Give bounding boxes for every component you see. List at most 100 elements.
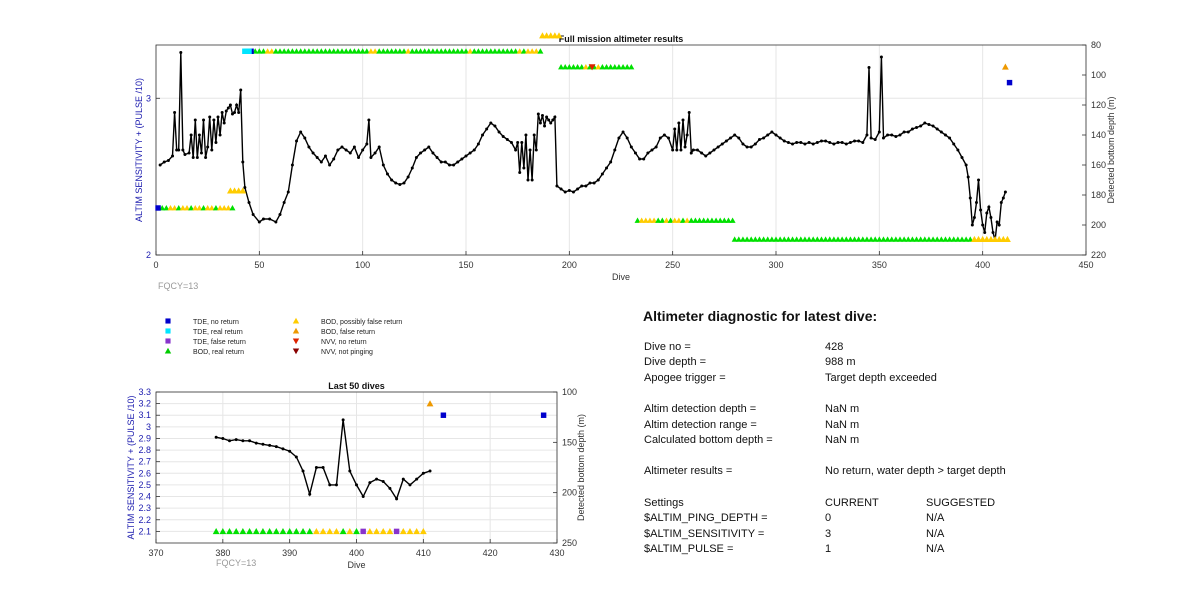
- series-point: [987, 205, 991, 209]
- series-point: [307, 145, 311, 149]
- bod-real-marker: [628, 63, 635, 70]
- series-point: [948, 136, 952, 140]
- series-point: [683, 145, 687, 149]
- series-point: [501, 135, 505, 138]
- diag-label-dive-depth: Dive depth =: [644, 356, 707, 368]
- y-tick-label-right: 250: [562, 538, 577, 548]
- bod-real-marker: [212, 204, 219, 211]
- chart-title: Last 50 dives: [328, 381, 385, 391]
- bod-possibly-false-marker: [529, 48, 536, 54]
- bod-real-marker: [343, 48, 350, 54]
- bod-real-marker: [777, 236, 784, 242]
- bod-possibly-false-marker: [179, 204, 186, 211]
- bod-real-marker: [773, 236, 779, 242]
- series-point: [210, 148, 214, 152]
- bod-real-marker: [246, 527, 253, 535]
- legend-label: NVV, not pinging: [321, 349, 373, 356]
- diag-value-detection-range: NaN m: [825, 419, 860, 431]
- bod-possibly-false-marker: [595, 63, 602, 70]
- series-point: [439, 160, 443, 164]
- series-point: [580, 184, 584, 188]
- bod-real-marker: [293, 48, 300, 54]
- bod-real-marker: [692, 217, 699, 223]
- series-point: [910, 127, 914, 131]
- series-point: [288, 449, 292, 453]
- series-point: [836, 141, 840, 144]
- bod-real-marker: [475, 48, 482, 54]
- bod-real-marker: [299, 527, 307, 535]
- series-point: [505, 138, 509, 141]
- series-point: [431, 151, 435, 155]
- series-point: [689, 151, 693, 155]
- bod-possibly-false-marker: [268, 48, 275, 54]
- series-point: [997, 223, 1001, 227]
- bod-real-marker: [226, 527, 233, 535]
- series-point: [977, 178, 981, 182]
- y-tick-label-left: 2.1: [138, 526, 151, 536]
- full-mission-chart: 0 50 100 150 200 250 300 350 400 450 2 3 80 100 120 140…: [134, 32, 1116, 291]
- y-tick-label-right: 180: [1091, 190, 1106, 200]
- bod-real-marker: [458, 48, 465, 54]
- series-point: [704, 154, 708, 158]
- series-point: [592, 181, 596, 185]
- bod-real-marker: [909, 236, 916, 242]
- y-tick-label-left: 2: [146, 250, 151, 260]
- y-tick-label-left: 3.1: [138, 410, 151, 420]
- bod-possibly-false-marker: [642, 217, 649, 223]
- bod-real-marker: [810, 236, 817, 242]
- bod-real-marker: [872, 236, 879, 242]
- bod-possibly-false-marker: [533, 48, 540, 54]
- series-point: [281, 447, 285, 451]
- series-point: [774, 133, 778, 137]
- bod-real-marker: [558, 63, 565, 70]
- series-point: [224, 109, 228, 113]
- series-point: [547, 118, 551, 122]
- series-point: [524, 133, 528, 137]
- legend-label: BOD, real return: [193, 349, 244, 356]
- marker-triangle: [555, 32, 563, 39]
- series-point: [406, 175, 410, 179]
- series-point: [545, 115, 549, 119]
- bod-real-marker: [946, 236, 953, 242]
- series-point: [202, 118, 206, 122]
- legend-symbol-square: [165, 318, 171, 324]
- bod-real-marker: [566, 63, 573, 70]
- legend: TDE, no return TDE, real return TDE, false…: [164, 317, 402, 356]
- bod-possibly-false-marker: [372, 48, 379, 54]
- bod-real-marker: [188, 204, 195, 211]
- y-axis-label-left: ALTIM SENSITIVITY + (PULSE /10): [134, 78, 144, 222]
- series-point: [254, 441, 258, 445]
- series-point: [960, 156, 964, 159]
- series-point: [220, 111, 224, 114]
- series-point: [268, 443, 272, 447]
- bod-real-marker: [680, 217, 686, 223]
- bod-real-marker: [260, 48, 267, 54]
- bod-real-marker: [384, 48, 391, 54]
- bod-real-marker: [659, 217, 666, 223]
- series-point: [890, 133, 894, 137]
- series-point: [247, 201, 251, 204]
- series-point: [898, 133, 902, 137]
- series-point: [621, 130, 625, 134]
- bod-real-marker: [801, 236, 808, 242]
- bod-real-marker: [634, 217, 641, 223]
- bod-real-marker: [520, 48, 527, 54]
- series-point: [368, 481, 372, 485]
- bod-real-marker: [603, 63, 610, 70]
- bod-real-marker: [756, 236, 763, 242]
- series-point: [844, 142, 848, 146]
- series-point: [638, 157, 642, 161]
- series-point: [596, 178, 600, 182]
- series-point: [493, 124, 497, 128]
- x-tick-label: 420: [483, 548, 498, 558]
- bod-real-marker: [396, 48, 403, 54]
- legend-symbol-square: [165, 338, 171, 344]
- series-point: [724, 139, 728, 143]
- series-point: [970, 223, 974, 227]
- series-point: [999, 201, 1003, 204]
- series-point: [381, 163, 385, 167]
- series-point: [286, 190, 290, 194]
- bod-real-marker: [409, 48, 416, 54]
- bod-real-marker: [285, 48, 292, 54]
- legend-label: TDE, no return: [193, 319, 239, 326]
